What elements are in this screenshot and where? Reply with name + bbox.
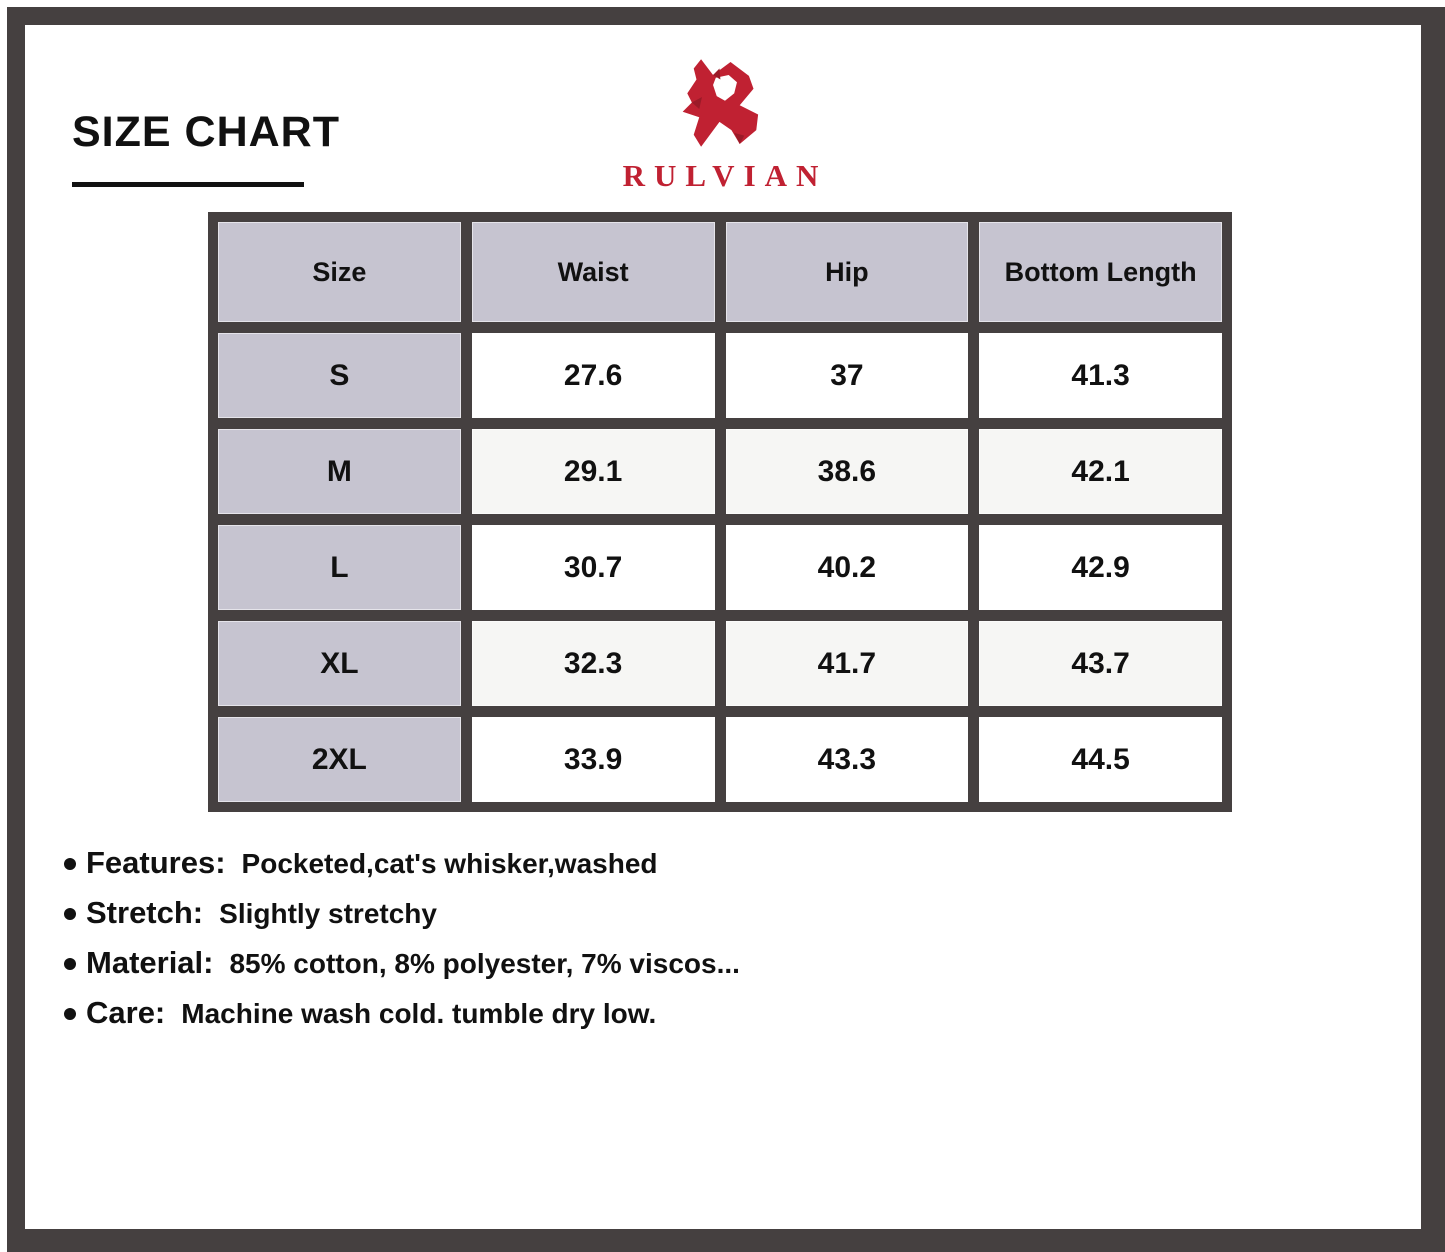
column-header-waist: Waist <box>471 222 715 322</box>
column-header-bottom-length: Bottom Length <box>979 222 1222 322</box>
detail-care-value: Machine wash cold. tumble dry low. <box>181 998 657 1029</box>
row-2xl-size: 2XL <box>218 717 461 802</box>
row-s-size: S <box>218 333 461 418</box>
row-m-waist: 29.1 <box>471 429 715 514</box>
bullet-icon <box>64 857 76 870</box>
row-xl-bottom-length: 43.7 <box>979 621 1222 706</box>
size-table: Size Waist Hip Bottom Length S 27.6 37 4… <box>208 212 1232 812</box>
bullet-icon <box>64 1007 76 1020</box>
detail-features-label: Features: <box>86 845 226 880</box>
row-2xl-bottom-length: 44.5 <box>979 717 1222 802</box>
brand-r-icon <box>682 59 759 147</box>
brand-name: RULVIAN <box>622 158 828 193</box>
row-xl-waist: 32.3 <box>471 621 715 706</box>
row-m-bottom-length: 42.1 <box>979 429 1222 514</box>
product-details-list: Features: Pocketed,cat's whisker,washed … <box>64 845 740 1032</box>
detail-care: Care: Machine wash cold. tumble dry low. <box>64 995 740 1032</box>
detail-stretch: Stretch: Slightly stretchy <box>64 895 740 932</box>
bullet-icon <box>64 907 76 920</box>
row-l-size: L <box>218 525 461 610</box>
row-s-hip: 37 <box>725 333 969 418</box>
detail-stretch-value: Slightly stretchy <box>219 898 437 929</box>
bullet-icon <box>64 957 76 970</box>
detail-material: Material: 85% cotton, 8% polyester, 7% v… <box>64 945 740 982</box>
detail-stretch-label: Stretch: <box>86 895 204 930</box>
detail-features: Features: Pocketed,cat's whisker,washed <box>64 845 740 882</box>
row-s-waist: 27.6 <box>471 333 715 418</box>
row-xl-size: XL <box>218 621 461 706</box>
detail-care-label: Care: <box>86 995 166 1030</box>
row-m-hip: 38.6 <box>725 429 969 514</box>
detail-material-label: Material: <box>86 945 214 980</box>
title-underline <box>72 182 304 187</box>
row-l-waist: 30.7 <box>471 525 715 610</box>
row-l-hip: 40.2 <box>725 525 969 610</box>
row-2xl-hip: 43.3 <box>725 717 969 802</box>
detail-material-value: 85% cotton, 8% polyester, 7% viscos... <box>229 948 740 979</box>
row-xl-hip: 41.7 <box>725 621 969 706</box>
row-m-size: M <box>218 429 461 514</box>
page-title: SIZE CHART <box>72 108 340 156</box>
row-s-bottom-length: 41.3 <box>979 333 1222 418</box>
row-l-bottom-length: 42.9 <box>979 525 1222 610</box>
column-header-size: Size <box>218 222 461 322</box>
detail-features-value: Pocketed,cat's whisker,washed <box>241 848 658 879</box>
row-2xl-waist: 33.9 <box>471 717 715 802</box>
column-header-hip: Hip <box>725 222 969 322</box>
brand-logo: RULVIAN <box>560 52 890 194</box>
